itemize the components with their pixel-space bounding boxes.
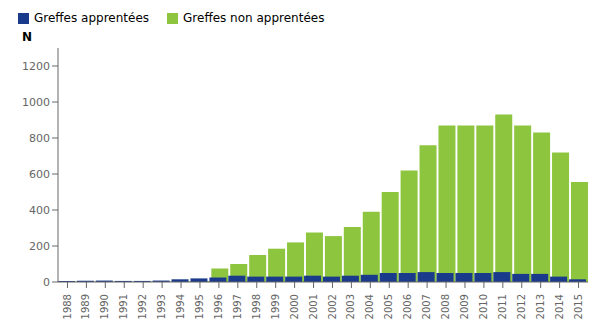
svg-text:1000: 1000 [22, 96, 50, 109]
svg-text:200: 200 [29, 240, 50, 253]
svg-text:0: 0 [43, 276, 50, 289]
svg-text:1988: 1988 [62, 294, 73, 319]
svg-text:1995: 1995 [194, 294, 205, 319]
svg-text:2009: 2009 [459, 294, 470, 319]
svg-text:1990: 1990 [99, 294, 110, 319]
svg-text:2014: 2014 [554, 294, 565, 319]
svg-text:2003: 2003 [345, 294, 356, 319]
svg-text:400: 400 [29, 204, 50, 217]
svg-text:1992: 1992 [137, 294, 148, 319]
svg-text:2015: 2015 [573, 294, 584, 319]
svg-text:1991: 1991 [118, 294, 129, 319]
svg-text:2011: 2011 [497, 294, 508, 319]
svg-text:1996: 1996 [213, 294, 224, 319]
svg-text:1994: 1994 [175, 294, 186, 319]
svg-text:600: 600 [29, 168, 50, 181]
svg-text:1993: 1993 [156, 294, 167, 319]
svg-text:2010: 2010 [478, 294, 489, 319]
svg-text:2004: 2004 [364, 294, 375, 319]
svg-text:800: 800 [29, 132, 50, 145]
svg-text:1998: 1998 [251, 294, 262, 319]
svg-text:2008: 2008 [440, 294, 451, 319]
svg-text:2000: 2000 [289, 294, 300, 319]
html-text:N: N [22, 30, 32, 44]
html-text:Greffes apprentées: Greffes apprentées [34, 11, 149, 25]
svg-text:1989: 1989 [80, 294, 91, 319]
svg-text:2007: 2007 [421, 294, 432, 319]
svg-text:2002: 2002 [327, 294, 338, 319]
svg-text:2006: 2006 [402, 294, 413, 319]
svg-text:2005: 2005 [383, 294, 394, 319]
svg-text:2001: 2001 [308, 294, 319, 319]
svg-text:2012: 2012 [516, 294, 527, 319]
svg-text:1999: 1999 [270, 294, 281, 319]
svg-text:1200: 1200 [22, 60, 50, 73]
html-text:Greffes non apprentées: Greffes non apprentées [183, 11, 325, 25]
svg-text:2013: 2013 [535, 294, 546, 319]
svg-text:1997: 1997 [232, 294, 243, 319]
